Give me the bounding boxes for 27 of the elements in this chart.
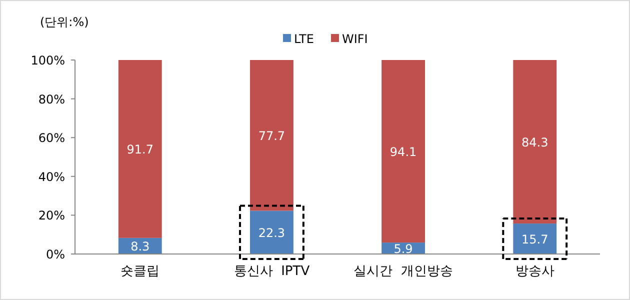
bar [513, 60, 557, 224]
y-tick-label: 60% [38, 131, 65, 146]
bar [513, 224, 557, 254]
bar [118, 60, 162, 238]
data-label: 91.7 [126, 142, 154, 156]
data-label: 5.9 [394, 242, 413, 256]
bar [382, 60, 425, 243]
data-label: 94.1 [390, 144, 417, 159]
data-label: 77.7 [258, 128, 286, 143]
y-tick-label: 80% [38, 92, 65, 106]
x-tick-label: 숏클립 [120, 264, 160, 279]
data-label: 8.3 [130, 239, 150, 254]
text: (단위:%) [40, 15, 89, 29]
legend-label: LTE [294, 32, 314, 46]
x-tick-label: 방송사 [515, 264, 554, 279]
bar [250, 60, 294, 211]
data-label: 15.7 [522, 232, 548, 246]
x-tick-label: 통신사 IPTV [234, 264, 310, 279]
y-tick-label: 100% [30, 54, 65, 68]
y-tick-label: 20% [38, 208, 65, 223]
legend-label: WIFI [342, 32, 368, 46]
data-label: 84.3 [522, 135, 548, 150]
x-tick-label: 실시간 개인방송 [354, 264, 453, 279]
data-label: 22.3 [258, 226, 286, 240]
bar [250, 210, 294, 254]
y-tick-label: 0% [46, 248, 65, 262]
y-tick-label: 40% [38, 170, 65, 184]
